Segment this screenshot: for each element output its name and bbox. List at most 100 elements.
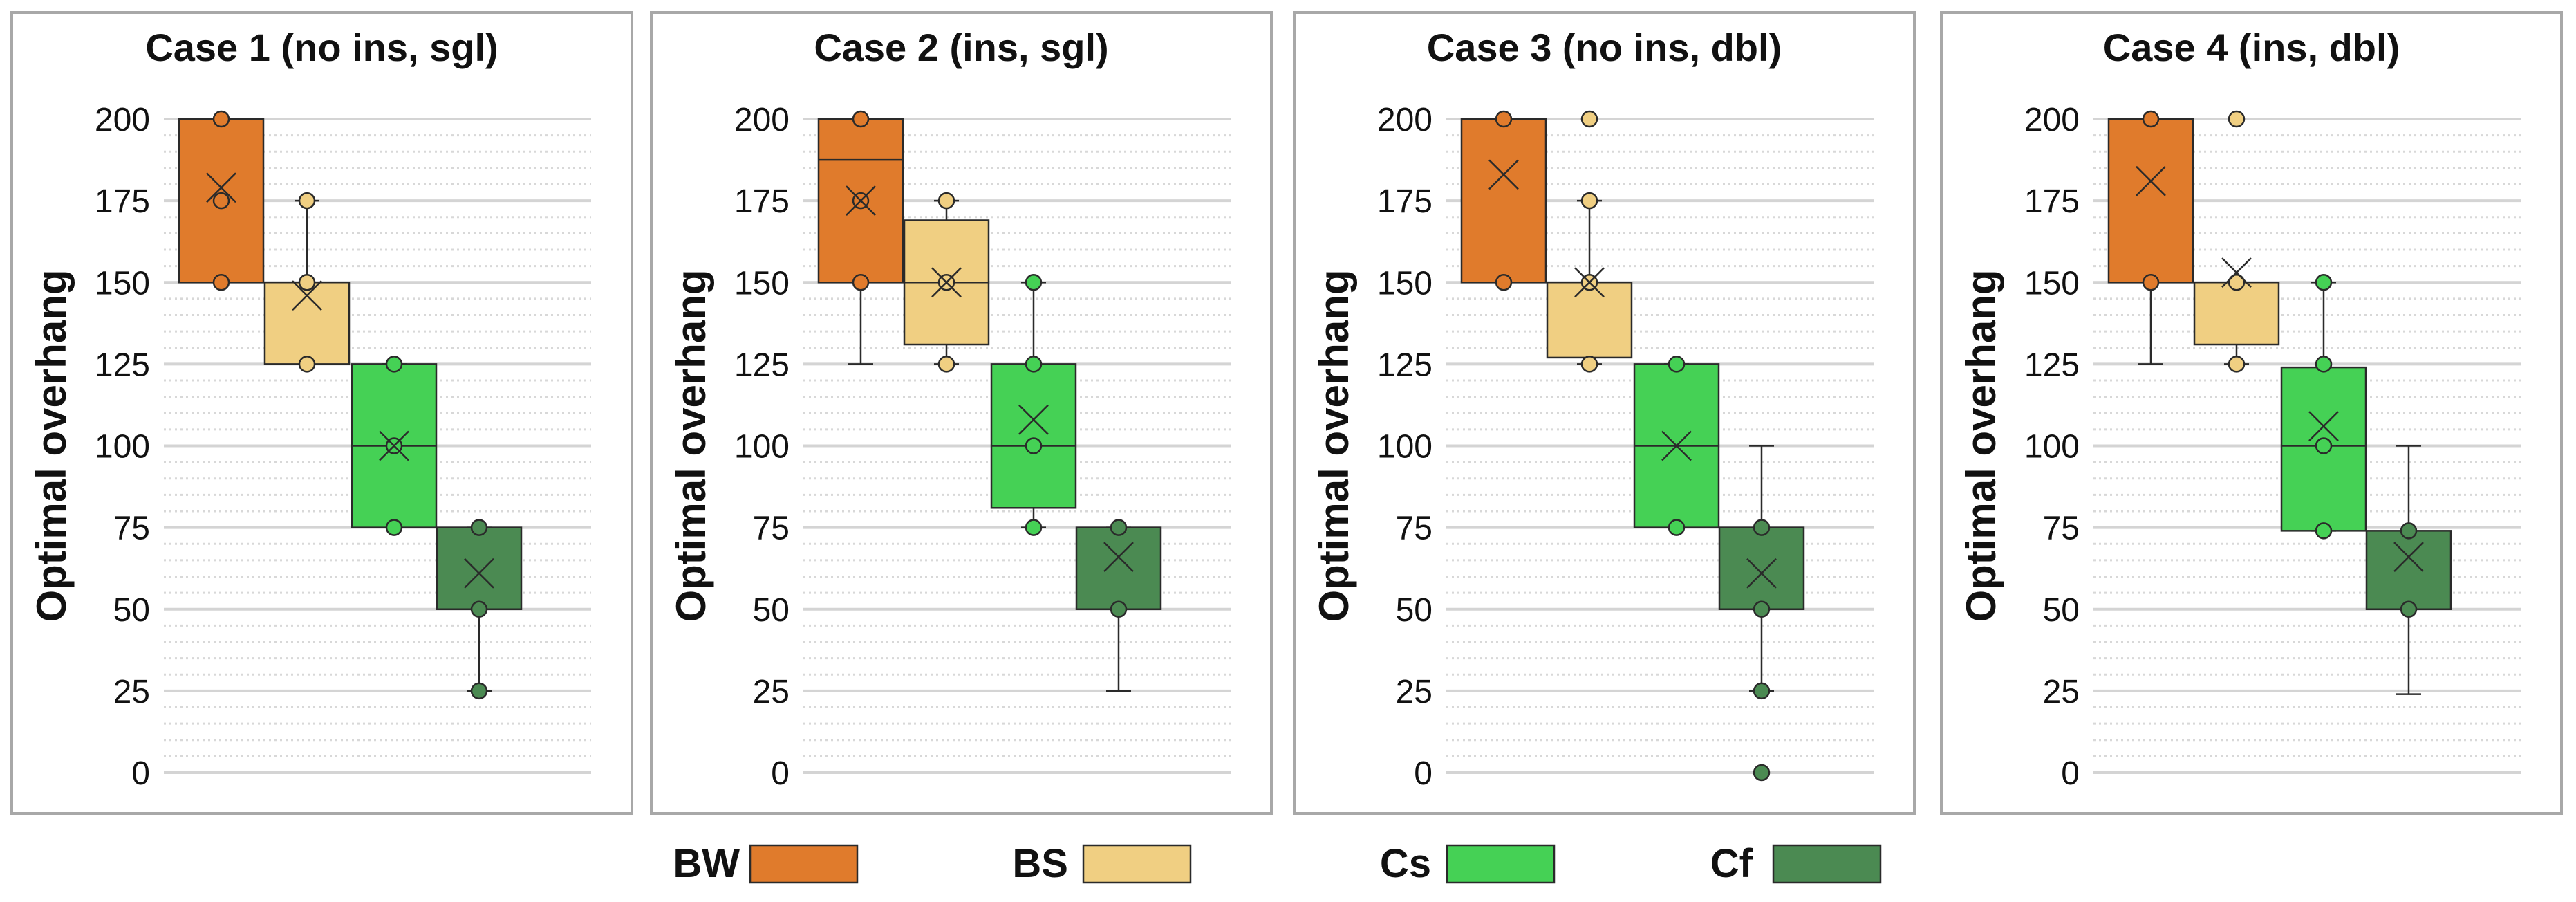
box-BS: [903, 192, 990, 373]
data-point: [212, 192, 230, 210]
box-body: [1460, 118, 1547, 284]
data-point: [937, 356, 955, 373]
data-point: [2315, 437, 2333, 454]
box-body: [990, 363, 1077, 509]
y-tick-label: 50: [2043, 592, 2080, 629]
y-axis-label: Optimal overhang: [1311, 269, 1357, 622]
box-Cf: [1718, 445, 1805, 782]
data-point: [470, 600, 488, 618]
y-tick-label: 0: [771, 755, 790, 792]
data-point: [852, 110, 870, 128]
panel-1: 0 25 50 75 100 125 150 175 200 Case 1 (no ins, sg…: [10, 11, 633, 815]
data-point: [1668, 356, 1686, 373]
mean-marker: [846, 185, 876, 217]
y-tick-label: 0: [1414, 755, 1432, 792]
legend-swatch-BS: [1082, 844, 1192, 884]
panel-4: 0 25 50 75 100 125 150 175 200 Case 4 (ins, dbl) O…: [1940, 11, 2563, 815]
box-Cs: [2280, 274, 2367, 540]
mean-marker: [292, 280, 322, 311]
data-point: [852, 274, 870, 291]
data-point: [212, 110, 230, 128]
data-point: [1580, 192, 1598, 210]
data-point: [2315, 356, 2333, 373]
data-point: [2400, 522, 2418, 540]
data-point: [1110, 600, 1128, 618]
panels: 0 25 50 75 100 125 150 175 200 Case 1 (no ins, sg…: [10, 11, 2563, 815]
data-point: [2315, 274, 2333, 291]
y-tick-label: 200: [95, 102, 150, 138]
y-tick-label: 100: [95, 429, 150, 466]
y-tick-label: 125: [95, 347, 150, 383]
mean-marker: [1103, 542, 1134, 573]
mean-marker: [1661, 430, 1692, 461]
y-tick-label: 150: [734, 265, 790, 302]
legend-swatch-Cf: [1772, 844, 1882, 884]
panel-2: 0 25 50 75 100 125 150 175 200 Case 2 (ins, sgl) O…: [650, 11, 1273, 815]
panel-frame: [1293, 11, 1916, 815]
y-tick-label: 100: [734, 429, 790, 466]
y-tick-label: 175: [734, 183, 790, 220]
y-tick-label: 25: [753, 674, 790, 710]
panel-3: 0 25 50 75 100 125 150 175 200 Case 3 (no ins, db…: [1293, 11, 1916, 815]
y-tick-label: 150: [95, 265, 150, 302]
panel-frame: [1940, 11, 2563, 815]
box-BS: [263, 192, 351, 373]
box-body: [436, 526, 523, 610]
box-Cs: [990, 274, 1077, 536]
box-Cs: [351, 356, 438, 536]
mean-marker: [1746, 558, 1777, 589]
y-axis-label: Optimal overhang: [668, 269, 714, 622]
box-Cf: [2365, 445, 2452, 695]
mean-marker: [2393, 542, 2424, 573]
legend-swatch-BW: [749, 844, 859, 884]
y-tick-label: 125: [734, 347, 790, 383]
panel-title: Case 3 (no ins, dbl): [1427, 26, 1782, 69]
data-point: [298, 356, 316, 373]
y-tick-label: 150: [2024, 265, 2080, 302]
data-point: [1025, 437, 1043, 454]
mean-marker: [206, 172, 236, 203]
box-BS: [2193, 110, 2280, 373]
data-point: [298, 192, 316, 210]
box-body: [263, 282, 351, 365]
y-tick-label: 100: [1377, 429, 1432, 466]
box-BW: [2107, 110, 2194, 365]
data-point: [470, 682, 488, 700]
data-point: [1495, 110, 1513, 128]
box-body: [2193, 282, 2280, 346]
mean-marker: [1574, 267, 1605, 298]
data-point: [2142, 274, 2160, 291]
box-Cf: [1075, 519, 1162, 692]
y-tick-label: 175: [95, 183, 150, 220]
data-point: [1580, 356, 1598, 373]
box-body: [2365, 530, 2452, 610]
box-Cs: [1633, 356, 1720, 536]
y-tick-label: 50: [1396, 592, 1432, 629]
panel-frame: [10, 11, 633, 815]
y-tick-label: 25: [113, 674, 150, 710]
y-tick-label: 50: [753, 592, 790, 629]
box-Cf: [436, 519, 523, 700]
data-point: [1495, 274, 1513, 291]
y-tick-label: 125: [1377, 347, 1432, 383]
data-point: [1753, 764, 1771, 782]
y-tick-label: 75: [113, 510, 150, 547]
data-point: [2400, 600, 2418, 618]
mean-marker: [464, 558, 494, 589]
y-axis-label: Optimal overhang: [28, 269, 75, 622]
data-point: [212, 274, 230, 291]
data-point: [1025, 274, 1043, 291]
mean-marker: [1018, 404, 1049, 435]
data-point: [2142, 110, 2160, 128]
box-body: [1075, 526, 1162, 610]
legend-swatch-Cs: [1446, 844, 1556, 884]
data-point: [1753, 519, 1771, 536]
data-point: [1753, 682, 1771, 700]
box-BW: [1460, 110, 1547, 291]
data-point: [385, 519, 403, 536]
y-tick-label: 25: [1396, 674, 1432, 710]
y-tick-label: 50: [113, 592, 150, 629]
panel-title: Case 4 (ins, dbl): [2103, 26, 2400, 69]
data-point: [298, 274, 316, 291]
data-point: [1110, 519, 1128, 536]
